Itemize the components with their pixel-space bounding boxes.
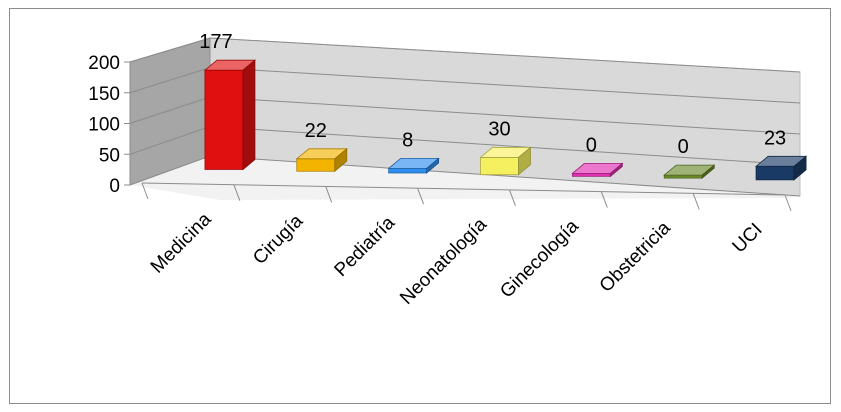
gridline-back [209, 67, 801, 104]
bars [203, 59, 808, 181]
bar-front [755, 165, 795, 181]
data-label: 0 [586, 134, 597, 156]
data-label: 22 [305, 120, 327, 142]
gridline-side [129, 126, 211, 155]
data-labels: 177 22 8 30 0 0 23 [199, 31, 786, 158]
data-label: 177 [199, 31, 232, 53]
x-tick-mark [784, 194, 792, 212]
category-label: Ginecología [496, 216, 583, 303]
category-label: Pediatría [331, 212, 400, 281]
y-tick-label: 150 [88, 84, 120, 105]
gridline-side [129, 37, 211, 63]
bar-side [426, 157, 440, 174]
bar-side [334, 147, 348, 173]
bar-front [204, 69, 244, 170]
x-tick-mark [508, 189, 516, 207]
data-label: 8 [402, 129, 413, 151]
x-tick-mark [692, 193, 700, 210]
y-tick-label: 100 [88, 115, 120, 136]
gridline-back [209, 126, 801, 166]
bar-side [609, 162, 623, 178]
x-tick-mark [233, 184, 241, 201]
bar-front [296, 158, 336, 172]
x-tick-mark [141, 182, 149, 200]
bar-side [793, 155, 807, 181]
y-tick-label: 0 [109, 176, 120, 197]
bar-front [663, 174, 703, 179]
category-label: Cirugía [249, 210, 307, 268]
gridline-side [129, 96, 211, 124]
y-tick-label: 200 [88, 53, 120, 74]
bar-front [388, 167, 428, 174]
y-tick-label: 50 [99, 145, 120, 166]
x-tick-mark [325, 186, 333, 203]
category-label: UCI [729, 219, 767, 257]
y-axis-ticks: 0 50 100 150 200 [88, 53, 131, 197]
category-label: Neonatología [396, 214, 491, 309]
data-label: 30 [488, 118, 510, 140]
gridline-back [209, 37, 801, 73]
bar-side [242, 59, 256, 171]
x-axis [141, 182, 792, 212]
data-label: 0 [678, 136, 689, 158]
category-label: Medicina [147, 209, 216, 278]
bar-front [571, 172, 611, 177]
gridline-back [209, 96, 801, 135]
gridline-side [129, 67, 211, 94]
x-tick-mark [600, 191, 608, 208]
bar-side [701, 164, 715, 179]
bar-side [518, 146, 531, 176]
data-label: 23 [764, 127, 786, 149]
x-tick-mark [417, 187, 425, 205]
bar-front [480, 157, 519, 176]
x-axis-line [141, 182, 786, 196]
category-label: Obstetricia [596, 217, 675, 296]
gridline-side [129, 155, 211, 186]
